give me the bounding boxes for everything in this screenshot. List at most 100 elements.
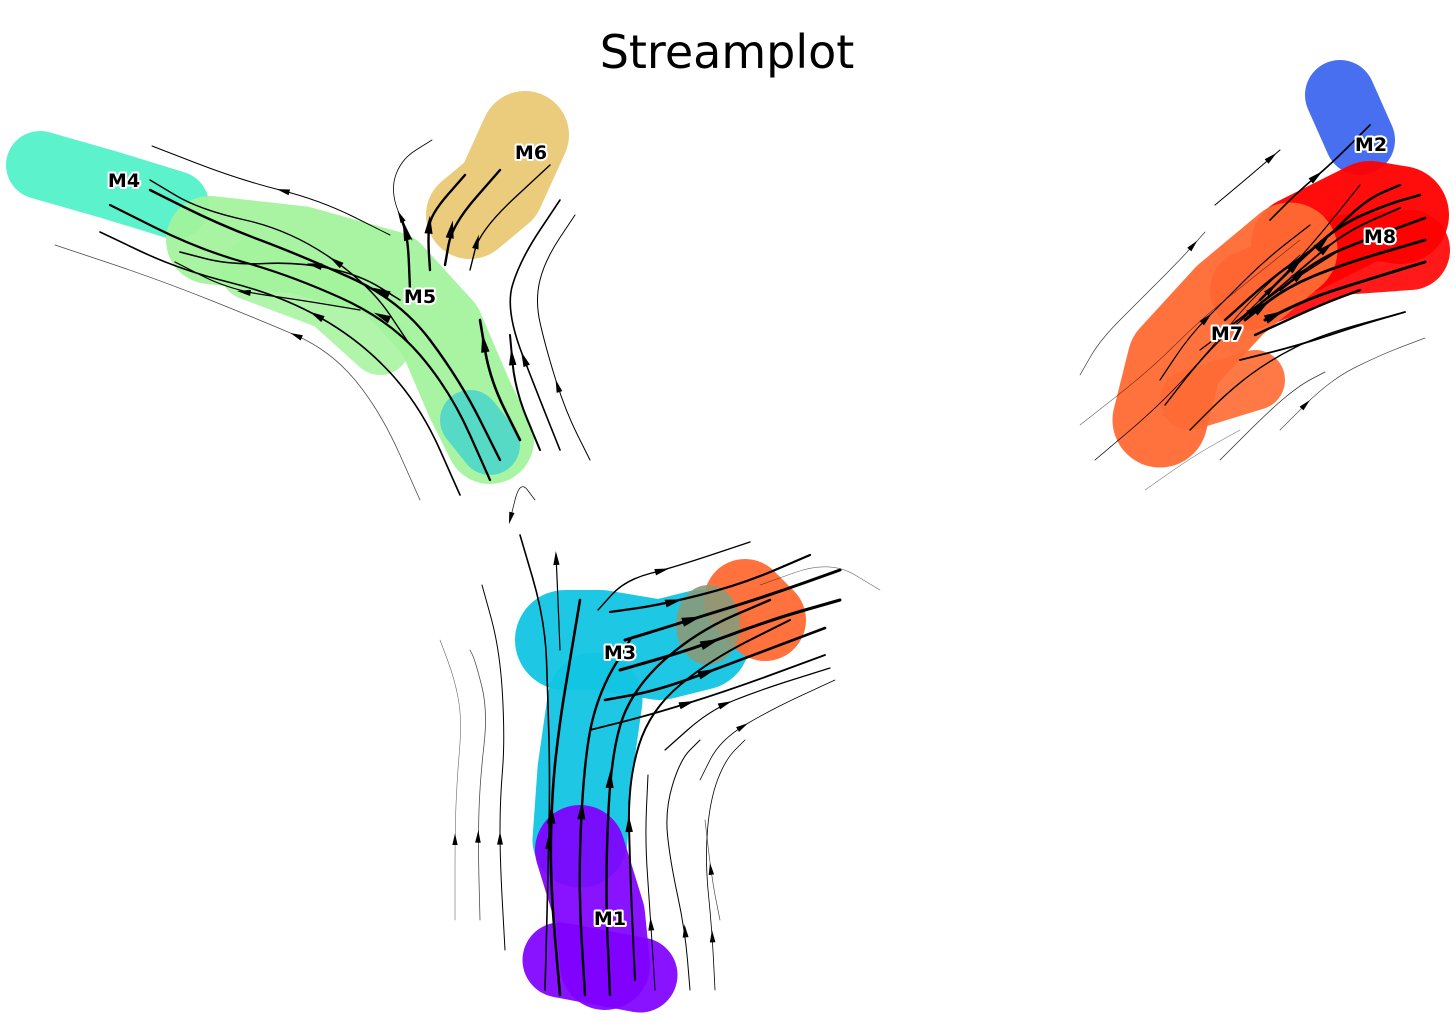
streamline — [509, 486, 536, 521]
streamline — [108, 203, 492, 482]
streamline-arrowhead — [276, 189, 291, 196]
streamline-arrowhead — [1286, 257, 1303, 274]
cluster-label-m8: M8 — [1364, 226, 1396, 248]
streamline-arrowhead — [547, 804, 556, 824]
streamline — [519, 534, 551, 991]
streamline — [608, 553, 812, 614]
streamline — [1214, 149, 1281, 206]
streamline — [443, 168, 502, 267]
streamline — [179, 251, 401, 301]
cluster-overlap-patch — [676, 585, 740, 665]
cluster-band-m2 — [1305, 60, 1395, 175]
streamlines — [54, 124, 1427, 997]
streamline-arrowhead — [329, 257, 344, 269]
streamline-arrowhead — [654, 568, 670, 576]
streamline — [393, 139, 433, 241]
cluster-band-m4 — [6, 131, 209, 239]
streamline — [1243, 238, 1427, 322]
streamline — [706, 739, 746, 991]
cluster-labels: M1 M2 M3 M4 M5 M6 M7 M8 — [106, 132, 1398, 932]
streamline — [699, 679, 836, 781]
streamline — [469, 164, 551, 271]
streamline — [174, 261, 361, 311]
streamline-arrowhead — [1187, 240, 1198, 252]
cluster-band-m1 — [522, 922, 678, 1013]
streamline-arrowhead — [681, 616, 702, 627]
streamline-arrowhead — [1199, 313, 1212, 326]
streamline-arrowhead — [306, 263, 323, 271]
streamline — [1159, 224, 1311, 381]
streamline-arrowhead — [708, 862, 715, 876]
streamline-arrowhead — [1299, 399, 1311, 411]
streamline — [664, 667, 831, 751]
streamline-arrowhead — [236, 289, 251, 297]
streamline-arrowhead — [664, 599, 683, 608]
streamline-arrowhead — [555, 379, 563, 393]
streamline-arrowhead — [625, 815, 633, 833]
streamline — [1253, 288, 1362, 337]
streamline-arrowhead — [682, 924, 689, 938]
streamline — [509, 199, 561, 451]
streamline — [1189, 311, 1406, 431]
streamline — [1279, 337, 1426, 431]
cluster-label-m4: M4 — [108, 170, 140, 192]
cluster-label-m2: M2 — [1355, 134, 1387, 156]
streamline-arrowhead — [697, 668, 717, 680]
streamline — [578, 638, 632, 997]
cluster-band-m5 — [220, 240, 410, 375]
cluster-band-m7 — [1160, 350, 1285, 430]
chart-title: Streamplot — [600, 25, 855, 79]
streamline-arrowhead — [497, 831, 503, 845]
streamline-arrowhead — [1313, 236, 1329, 252]
cluster-band-m3 — [515, 590, 750, 700]
streamline-arrowhead — [678, 701, 695, 710]
streamline-arrowhead — [577, 801, 586, 820]
streamline-arrowhead — [475, 830, 481, 843]
streamline-arrowhead — [397, 210, 406, 224]
streamline — [627, 619, 791, 981]
streamline — [605, 598, 772, 997]
streamline-arrowhead — [1291, 267, 1309, 283]
streamline-arrowhead — [290, 332, 303, 341]
streamline — [439, 639, 461, 921]
streamline-arrowhead — [699, 638, 721, 651]
streamline-arrowhead — [509, 348, 517, 366]
streamline-arrowhead — [1264, 283, 1277, 296]
cluster-label-m5: M5 — [404, 286, 436, 308]
cluster-band-m6 — [426, 91, 569, 259]
streamline-arrowhead — [709, 929, 716, 943]
streamline-arrowhead — [1263, 310, 1284, 324]
streamline — [149, 179, 411, 346]
streamline — [704, 819, 721, 921]
streamline — [481, 584, 506, 951]
streamline — [469, 649, 486, 921]
streamline — [623, 568, 842, 642]
streamline-arrowhead — [472, 234, 479, 250]
cluster-label-m6: M6 — [515, 142, 547, 164]
streamline-arrowhead — [373, 312, 392, 324]
streamline-arrowhead — [736, 723, 749, 732]
streamline — [645, 774, 656, 991]
streamline — [1219, 371, 1326, 461]
cluster-band-m3 — [440, 390, 520, 475]
streamline — [549, 598, 582, 997]
streamline-arrowhead — [508, 511, 515, 525]
streamline — [597, 541, 751, 611]
streamline-arrowhead — [521, 351, 530, 368]
streamline-arrowhead — [605, 769, 614, 789]
streamline-arrowhead — [1252, 299, 1271, 316]
streamline-arrowhead — [1318, 242, 1333, 256]
streamline-arrowhead — [424, 215, 433, 234]
streamline — [1144, 429, 1241, 491]
streamline — [1079, 231, 1206, 376]
streamline-arrowhead — [445, 220, 454, 239]
streamline — [1094, 254, 1301, 461]
streamline-arrowhead — [1308, 171, 1323, 184]
cluster-band-m7 — [704, 559, 806, 661]
streamline-arrowhead — [1264, 152, 1277, 164]
cluster-label-m1: M1 — [594, 908, 626, 930]
streamline-arrowhead — [553, 551, 560, 566]
streamline — [1278, 216, 1427, 292]
streamline-arrowhead — [717, 701, 732, 710]
